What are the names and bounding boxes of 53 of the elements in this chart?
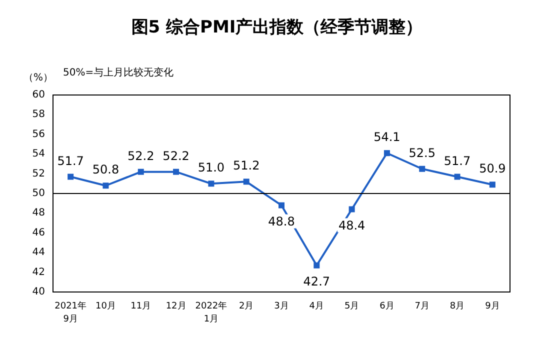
x-tick-label: 2021年 9月 — [54, 300, 87, 324]
x-tick-label: 12月 — [166, 302, 186, 312]
point — [102, 182, 109, 189]
y-tick-label: 50 — [32, 188, 45, 199]
x-tick-label: 5月 — [344, 302, 360, 312]
point — [489, 182, 496, 188]
x-tick-label: 6月 — [380, 302, 394, 312]
x-tick-label: 9月 — [485, 302, 500, 312]
y-tick-label: 40 — [32, 286, 45, 298]
x-tick-label: 11月 — [130, 302, 152, 312]
data-label: 51.0 — [198, 160, 225, 175]
data-label: 48.8 — [268, 214, 295, 228]
y-tick-label: 44 — [32, 247, 45, 258]
y-tick-label: 58 — [32, 109, 45, 120]
point — [278, 202, 284, 208]
y-axis-title: （%） — [23, 72, 53, 84]
x-tick-label: 10月 — [96, 302, 116, 312]
point — [173, 168, 180, 175]
y-tick-label: 54 — [32, 148, 45, 160]
x-tick-label: 3月 — [274, 302, 289, 312]
y-tick-label: 56 — [32, 128, 45, 140]
point — [68, 174, 74, 180]
x-tick-label: 7月 — [414, 302, 430, 312]
y-tick-label: 60 — [32, 90, 45, 100]
data-label: 51.2 — [232, 158, 260, 173]
y-tick-label: 46 — [32, 227, 45, 238]
point — [243, 178, 250, 185]
y-tick-label: 48 — [32, 208, 45, 219]
x-tick-label: 2月 — [238, 302, 254, 312]
data-label: 50.9 — [479, 162, 506, 176]
x-tick-label: 2022年 1月 — [195, 300, 228, 324]
point — [454, 174, 460, 180]
point — [384, 150, 390, 156]
data-label: 52.5 — [408, 146, 436, 160]
data-label: 51.7 — [57, 154, 84, 168]
x-tick-label: 4月 — [309, 302, 324, 312]
data-label: 50.8 — [92, 162, 120, 177]
point — [138, 168, 144, 175]
data-label: 42.7 — [303, 274, 330, 288]
point — [419, 166, 426, 172]
data-label: 51.7 — [444, 154, 471, 168]
chart-title: 图5 综合PMI产出指数（经季节调整） — [131, 18, 423, 38]
data-label: 52.2 — [128, 148, 154, 163]
point — [208, 180, 214, 187]
text: 50%=与上月比较无变化 — [63, 66, 174, 78]
y-tick-label: 42 — [32, 266, 45, 278]
data-label: 52.2 — [162, 148, 190, 163]
y-tick-label: 52 — [32, 168, 45, 180]
point — [348, 206, 355, 212]
data-label: 48.4 — [338, 218, 366, 232]
point — [314, 262, 320, 268]
x-tick-label: 8月 — [450, 302, 465, 312]
data-label: 54.1 — [374, 130, 400, 144]
